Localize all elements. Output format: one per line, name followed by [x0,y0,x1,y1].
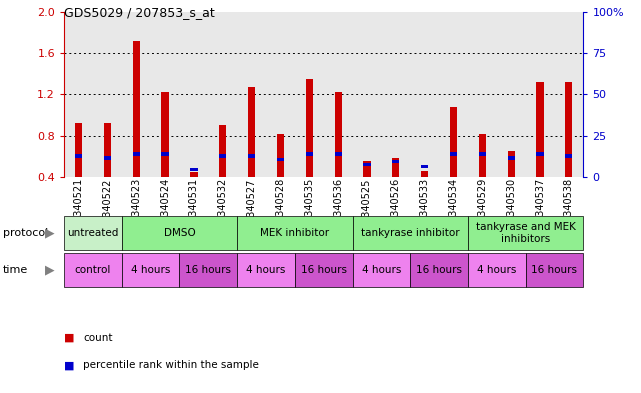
Bar [64,216,122,250]
Bar [450,107,457,177]
Bar [104,123,111,177]
Text: protocol: protocol [3,228,49,238]
Bar [410,12,439,177]
Bar [410,253,468,287]
Bar [421,165,428,168]
Text: control: control [75,265,111,275]
Bar [190,168,197,171]
Bar [526,12,554,177]
Bar [508,151,515,177]
Bar [537,152,544,156]
Text: tankyrase and MEK
inhibitors: tankyrase and MEK inhibitors [476,222,576,244]
Bar [248,87,255,177]
Bar [353,216,468,250]
Bar [162,152,169,156]
Bar [306,152,313,156]
Bar [335,152,342,156]
Bar [266,12,295,177]
Bar [565,154,572,158]
Bar [277,134,284,177]
Text: ■: ■ [64,333,74,343]
Text: tankyrase inhibitor: tankyrase inhibitor [361,228,460,238]
Bar [75,123,82,177]
Text: ■: ■ [64,360,74,371]
Bar [208,12,237,177]
Text: DMSO: DMSO [163,228,196,238]
Text: 16 hours: 16 hours [301,265,347,275]
Bar [122,12,151,177]
Bar [122,253,179,287]
Bar [381,12,410,177]
Text: 4 hours: 4 hours [131,265,171,275]
Bar [295,253,353,287]
Text: 4 hours: 4 hours [477,265,517,275]
Bar [133,152,140,156]
Bar [122,216,237,250]
Bar [64,253,122,287]
Bar [439,12,468,177]
Bar [237,253,295,287]
Bar [237,216,353,250]
Bar [526,253,583,287]
Bar [479,152,486,156]
Bar [468,216,583,250]
Bar [353,253,410,287]
Bar [64,12,93,177]
Text: ▶: ▶ [45,264,54,277]
Bar [392,160,399,163]
Bar [450,152,457,156]
Bar [295,12,324,177]
Bar [324,12,353,177]
Bar [363,162,370,177]
Bar [554,12,583,177]
Bar [392,158,399,177]
Text: ▶: ▶ [45,226,54,239]
Bar [468,12,497,177]
Bar [353,12,381,177]
Bar [277,158,284,161]
Bar [237,12,266,177]
Bar [151,12,179,177]
Bar [133,41,140,177]
Text: count: count [83,333,113,343]
Bar [468,253,526,287]
Bar [421,171,428,177]
Bar [104,156,111,160]
Bar [497,12,526,177]
Bar [179,12,208,177]
Bar [179,253,237,287]
Bar [75,154,82,158]
Text: GDS5029 / 207853_s_at: GDS5029 / 207853_s_at [64,6,215,19]
Text: percentile rank within the sample: percentile rank within the sample [83,360,259,371]
Bar [306,79,313,177]
Text: 16 hours: 16 hours [531,265,578,275]
Bar [479,134,486,177]
Bar [162,92,169,177]
Bar [335,92,342,177]
Bar [219,154,226,158]
Bar [537,82,544,177]
Text: MEK inhibitor: MEK inhibitor [260,228,329,238]
Bar [219,125,226,177]
Bar [93,12,122,177]
Text: untreated: untreated [67,228,119,238]
Text: time: time [3,265,28,275]
Text: 16 hours: 16 hours [185,265,231,275]
Text: 4 hours: 4 hours [246,265,286,275]
Bar [248,154,255,158]
Text: 16 hours: 16 hours [416,265,462,275]
Bar [190,172,197,177]
Text: 4 hours: 4 hours [362,265,401,275]
Bar [363,163,370,166]
Bar [508,156,515,160]
Bar [565,82,572,177]
